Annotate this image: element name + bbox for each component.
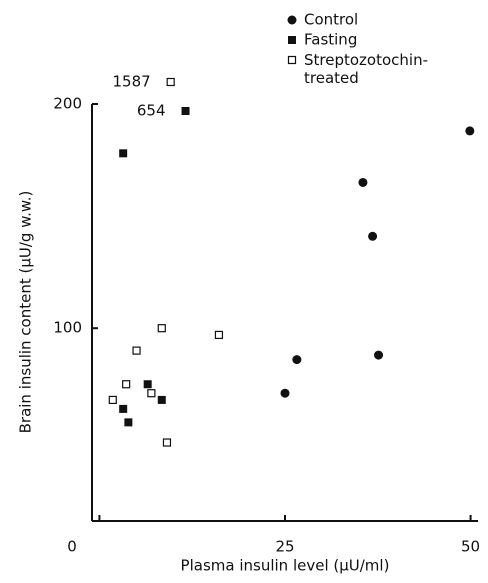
- legend-label: Control: [304, 11, 358, 29]
- point: [147, 389, 156, 398]
- point: [374, 350, 384, 360]
- legend-marker: [288, 36, 296, 44]
- point: [143, 380, 152, 389]
- point: [119, 404, 128, 413]
- point: [162, 438, 172, 447]
- point: [166, 77, 175, 87]
- y-axis-label: Brain insulin content (μU/g w.w.): [17, 191, 35, 434]
- point: [124, 418, 133, 427]
- legend-marker: [287, 55, 297, 65]
- point: [157, 395, 166, 404]
- legend-label-part: Streptozotochin-: [304, 51, 428, 69]
- y-tick-label: 200: [53, 95, 82, 113]
- point: [358, 177, 368, 187]
- offscale-label: 1587: [112, 73, 150, 91]
- point: [157, 324, 166, 333]
- x-tick-label: 25: [275, 538, 294, 556]
- point: [122, 380, 131, 389]
- x-tick-label: 0: [67, 538, 77, 556]
- x-axis-label: Plasma insulin level (μU/ml): [181, 557, 390, 575]
- point: [292, 355, 302, 365]
- point: [368, 231, 378, 241]
- point: [280, 388, 290, 398]
- legend-label-part: treated: [304, 69, 359, 87]
- legend-label: Streptozotochin-treated: [304, 51, 428, 87]
- point: [132, 346, 141, 355]
- legend-label: Fasting: [304, 31, 357, 49]
- point: [214, 330, 224, 340]
- point: [119, 149, 128, 158]
- x-tick-label: 50: [461, 538, 480, 556]
- point: [108, 395, 117, 405]
- legend-marker: [287, 15, 297, 25]
- point: [181, 107, 190, 115]
- point: [465, 126, 475, 136]
- offscale-label: 654: [137, 102, 166, 120]
- y-tick-label: 100: [53, 319, 82, 337]
